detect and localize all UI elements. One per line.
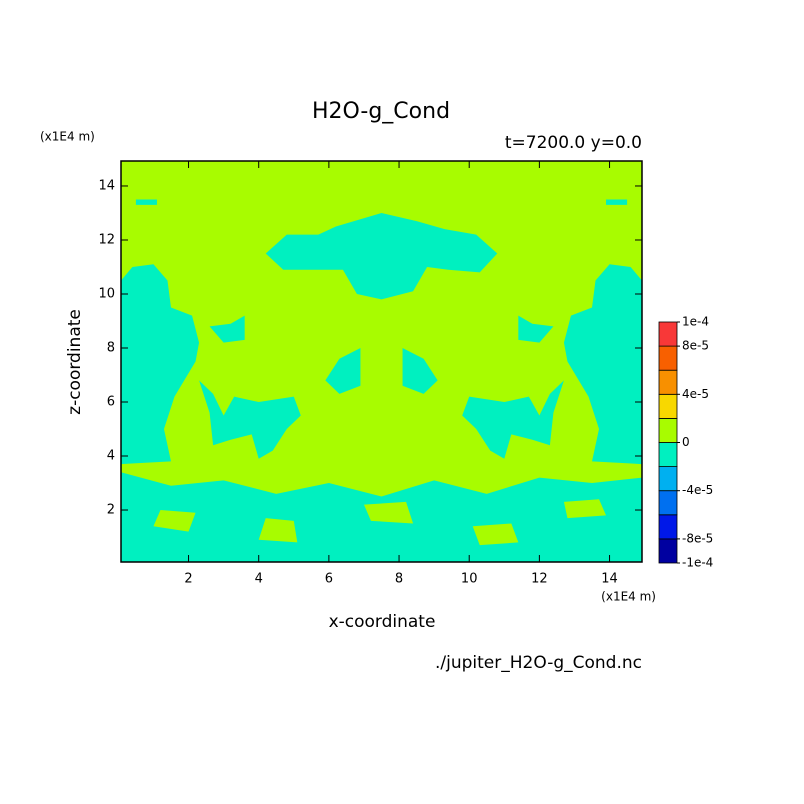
y-tick-label: 12 [98, 232, 115, 247]
colorbar-box [658, 417, 678, 443]
plot-frame [120, 160, 643, 563]
contour-region [606, 199, 628, 205]
x-tick-label: 4 [255, 572, 263, 587]
colorbar-label: -8e-5 [682, 531, 713, 545]
contour-region [121, 264, 200, 465]
colorbar-box [658, 466, 678, 492]
source: ./jupiter_H2O-g_Cond.nc [435, 653, 642, 673]
contour-region [209, 315, 245, 343]
colorbar-label: 0 [682, 435, 690, 449]
y-tick-label: 6 [107, 395, 115, 410]
colorbar-box [658, 345, 678, 371]
x-axis-label: x-coordinate [329, 612, 436, 632]
y-tick-label: 8 [107, 340, 115, 355]
contour-region [265, 212, 498, 300]
contour-region [518, 315, 554, 343]
y-tick-label: 14 [98, 178, 115, 193]
colorbar-label: 4e-5 [682, 387, 709, 401]
x-tick-label: 10 [461, 572, 478, 587]
chart-title: H2O-g_Cond [312, 99, 450, 124]
contour-region [199, 380, 301, 459]
x-tick-label: 6 [325, 572, 333, 587]
x-unit: (x1E4 m) [601, 590, 656, 604]
colorbar-label: 1e-4 [682, 315, 709, 329]
contour-region [402, 347, 438, 394]
contour-region [258, 518, 298, 543]
contour-region [462, 380, 564, 459]
colorbar-box [658, 514, 678, 540]
x-tick-label: 12 [531, 572, 548, 587]
y-tick-label: 4 [107, 449, 115, 464]
colorbar-box [658, 369, 678, 395]
contour-region [153, 510, 196, 532]
subtitle: t=7200.0 y=0.0 [505, 133, 642, 153]
y-tick-label: 10 [98, 286, 115, 301]
colorbar-box [658, 490, 678, 516]
y-axis-label: z-coordinate [65, 309, 85, 415]
contour-region [363, 501, 414, 524]
colorbar-box [658, 538, 678, 564]
contour-region [563, 499, 607, 519]
contour-region [135, 199, 157, 205]
colorbar-box [658, 321, 678, 347]
colorbar-label: 8e-5 [682, 339, 709, 353]
x-tick-label: 8 [395, 572, 403, 587]
x-tick-label: 14 [601, 572, 618, 587]
x-tick-label: 2 [184, 572, 192, 587]
y-unit: (x1E4 m) [40, 130, 95, 144]
colorbar-label: -4e-5 [682, 483, 713, 497]
colorbar-label: -1e-4 [682, 556, 713, 570]
y-tick-label: 2 [107, 503, 115, 518]
contour-region [325, 347, 361, 394]
contour-region [472, 523, 519, 546]
colorbar-box [658, 442, 678, 468]
contour-region [563, 264, 642, 465]
colorbar-box [658, 393, 678, 419]
